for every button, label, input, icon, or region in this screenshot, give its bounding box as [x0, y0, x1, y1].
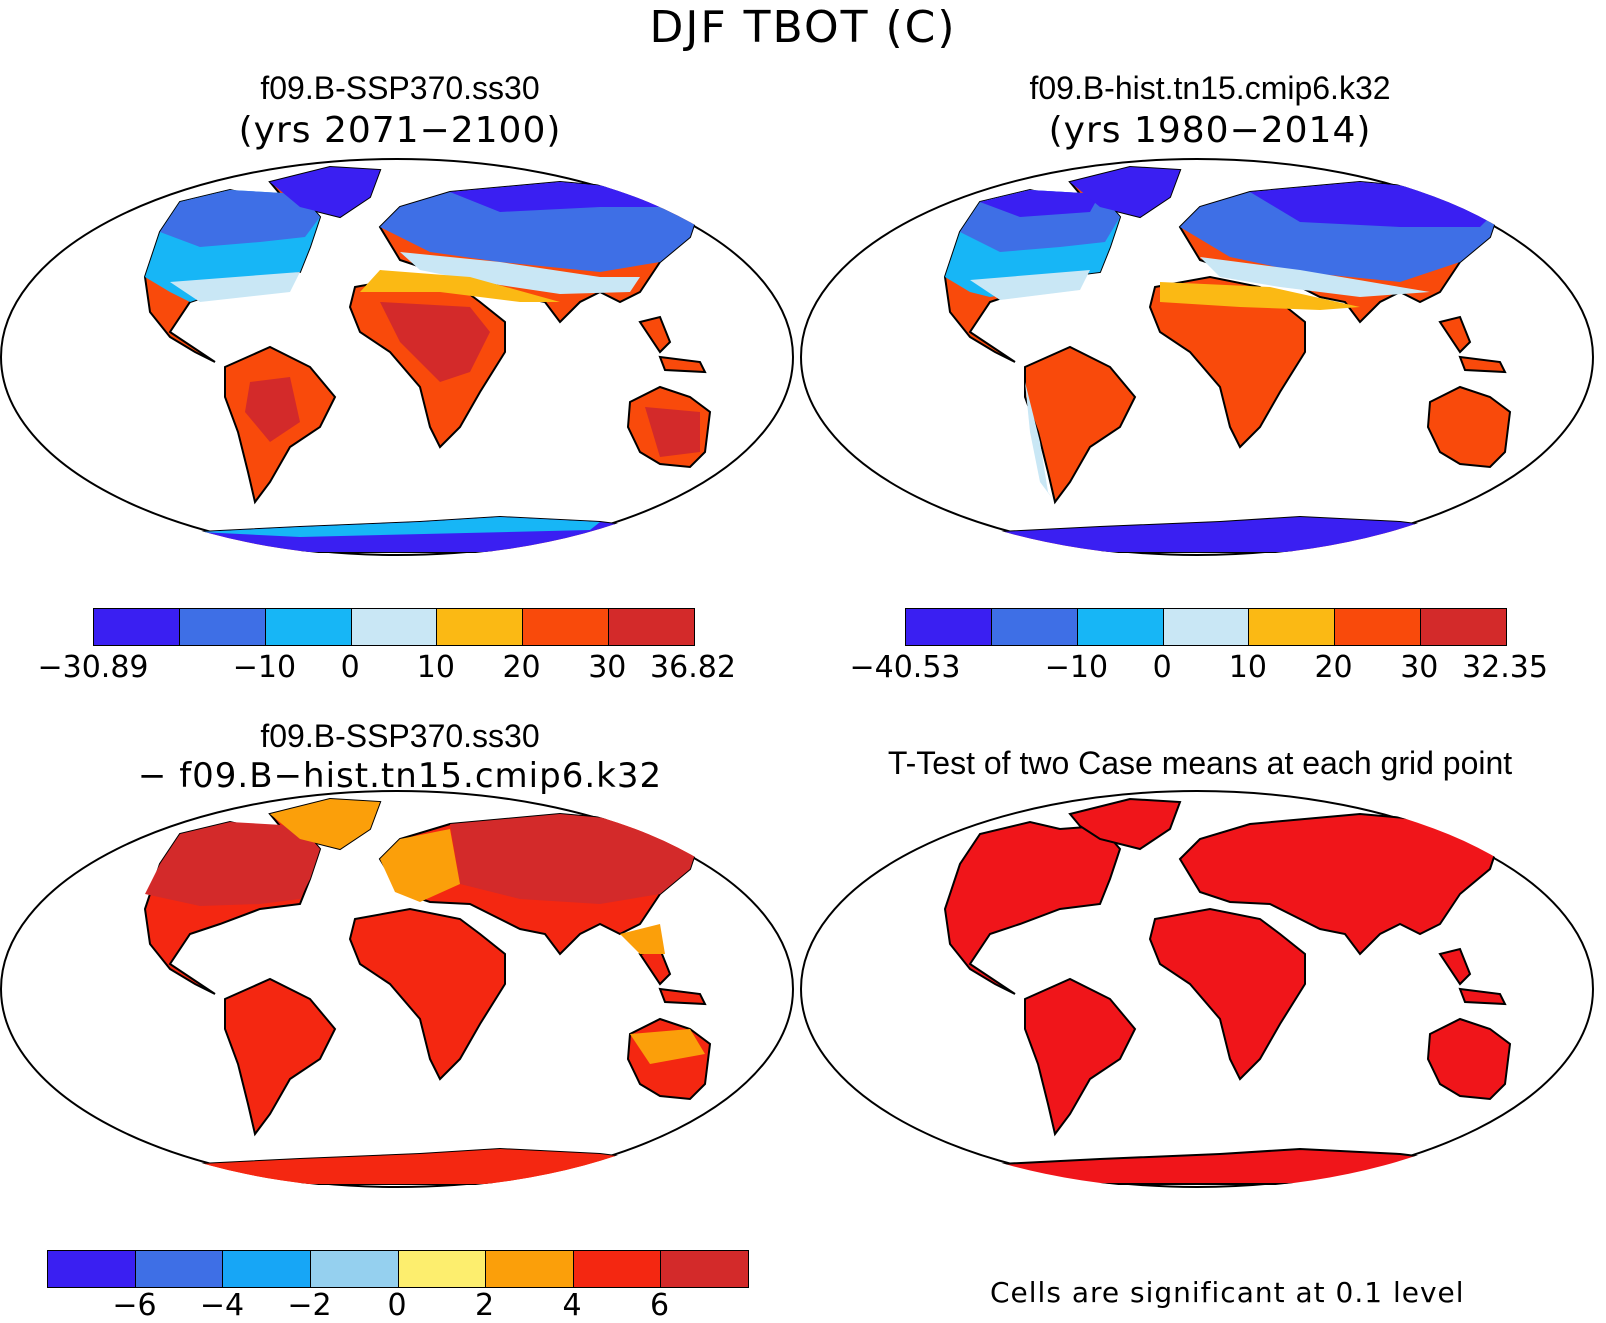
panel2-title: f09.B-hist.tn15.cmip6.k32	[1029, 70, 1391, 106]
colorbar-label: 10	[1228, 650, 1267, 685]
colorbar-swatch	[264, 609, 351, 645]
colorbar-swatch	[1420, 609, 1507, 645]
colorbar-label: 36.82	[650, 650, 736, 685]
colorbar-label: −2	[287, 1288, 332, 1323]
panel3-colorbar	[47, 1250, 749, 1288]
colorbar-swatch	[1334, 609, 1421, 645]
colorbar-label: 2	[474, 1288, 495, 1323]
colorbar-swatch	[660, 1251, 748, 1287]
colorbar-label: −30.89	[37, 650, 149, 685]
panel1-map	[0, 158, 794, 556]
colorbar-label: −10	[1044, 650, 1109, 685]
colorbar-label: 4	[562, 1288, 582, 1323]
colorbar-swatch	[397, 1251, 486, 1287]
panel2-subtitle: (yrs 1980−2014)	[1048, 110, 1372, 151]
panel1-subtitle: (yrs 2071−2100)	[238, 110, 562, 151]
panel3-subtitle: − f09.B−hist.tn15.cmip6.k32	[137, 756, 663, 796]
panel4-title: T-Test of two Case means at each grid po…	[887, 745, 1513, 781]
panel3-map	[0, 790, 794, 1188]
colorbar-label: 20	[1314, 650, 1353, 685]
panel3-colorbar-labels: −6 −4 −2 0 2 4 6	[47, 1288, 747, 1323]
colorbar-swatch	[350, 609, 437, 645]
colorbar-swatch	[608, 609, 695, 645]
panel1-colorbar-labels: −30.89 −10 0 10 20 30 36.82	[37, 650, 735, 686]
colorbar-label: 6	[649, 1288, 670, 1323]
colorbar-label: −40.53	[849, 650, 961, 685]
colorbar-swatch	[906, 609, 991, 645]
colorbar-label: −4	[199, 1288, 245, 1323]
colorbar-swatch	[48, 1251, 135, 1287]
panel2-colorbar-labels: −40.53 −10 0 10 20 30 32.35	[849, 650, 1547, 686]
colorbar-label: 10	[416, 650, 455, 685]
colorbar-swatch	[178, 609, 265, 645]
panel2-map	[800, 158, 1594, 556]
colorbar-swatch	[1162, 609, 1249, 645]
panel4-map	[800, 790, 1594, 1188]
colorbar-label: 20	[502, 650, 541, 685]
colorbar-label: 30	[1400, 650, 1439, 685]
colorbar-label: 30	[588, 650, 627, 685]
panel1-title: f09.B-SSP370.ss30	[260, 70, 540, 106]
colorbar-swatch	[522, 609, 609, 645]
colorbar-label: 0	[340, 650, 360, 685]
colorbar-label: 32.35	[1462, 650, 1548, 685]
colorbar-label: −6	[112, 1288, 157, 1323]
colorbar-swatch	[990, 609, 1077, 645]
colorbar-swatch	[94, 609, 179, 645]
colorbar-swatch	[572, 1251, 661, 1287]
panel1-colorbar	[93, 608, 695, 646]
panel2-colorbar	[905, 608, 1507, 646]
colorbar-swatch	[436, 609, 523, 645]
colorbar-swatch	[485, 1251, 573, 1287]
colorbar-swatch	[134, 1251, 223, 1287]
panel3-title: f09.B-SSP370.ss30	[260, 718, 540, 754]
significance-note: Cells are significant at 0.1 level	[990, 1276, 1465, 1309]
colorbar-label: 0	[387, 1288, 407, 1323]
colorbar-swatch	[1076, 609, 1163, 645]
main-title: DJF TBOT (C)	[649, 2, 957, 53]
colorbar-label: 0	[1152, 650, 1172, 685]
colorbar-swatch	[309, 1251, 398, 1287]
colorbar-swatch	[222, 1251, 310, 1287]
colorbar-swatch	[1248, 609, 1335, 645]
colorbar-label: −10	[232, 650, 297, 685]
